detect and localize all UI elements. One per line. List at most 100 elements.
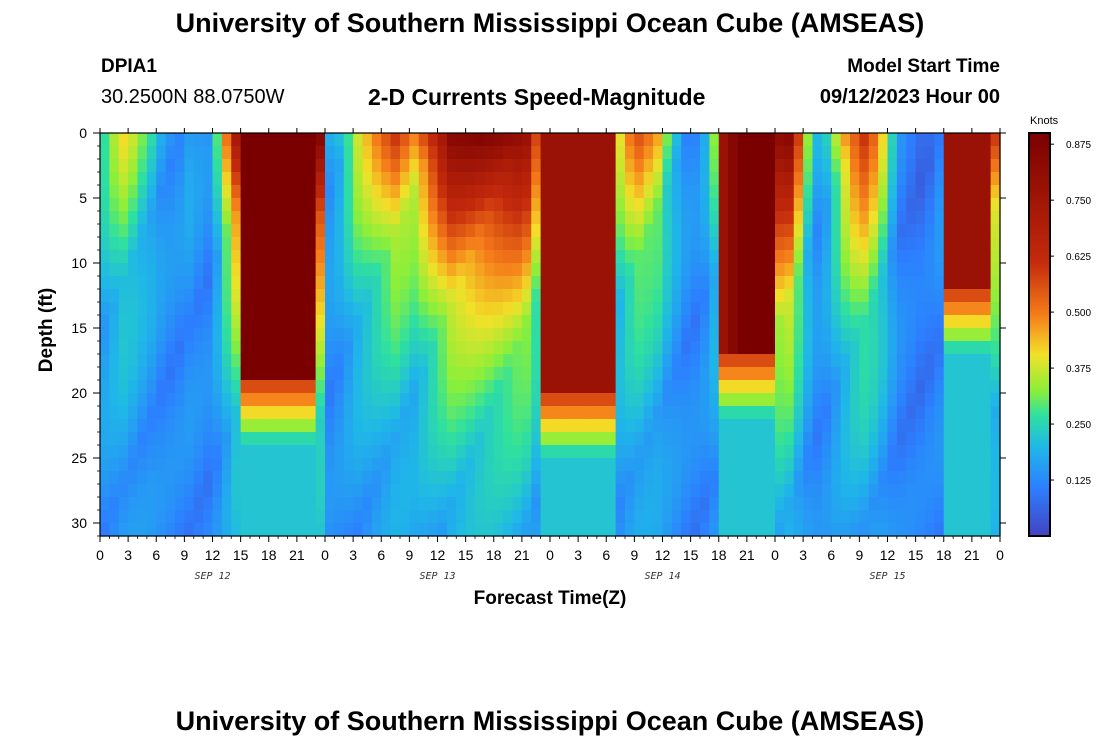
heatmap-cell bbox=[362, 146, 373, 160]
heatmap-cell bbox=[315, 497, 326, 511]
heatmap-cell bbox=[634, 133, 645, 147]
heatmap-cell bbox=[981, 432, 992, 446]
heatmap-cell bbox=[156, 445, 167, 459]
heatmap-cell bbox=[287, 159, 298, 173]
heatmap-cell bbox=[925, 263, 935, 277]
heatmap-cell bbox=[643, 406, 654, 420]
heatmap-cell bbox=[203, 198, 214, 212]
heatmap-cell bbox=[831, 497, 842, 511]
heatmap-cell bbox=[315, 146, 326, 160]
heatmap-cell bbox=[287, 315, 298, 329]
heatmap-cell bbox=[465, 159, 476, 173]
heatmap-cell bbox=[418, 289, 429, 303]
heatmap-cell bbox=[868, 276, 879, 290]
heatmap-cell bbox=[109, 484, 120, 498]
heatmap-cell bbox=[728, 445, 739, 459]
heatmap-cell bbox=[128, 133, 139, 147]
heatmap-cell bbox=[259, 146, 270, 160]
heatmap-cell bbox=[540, 419, 551, 433]
heatmap-cell bbox=[981, 367, 992, 381]
heatmap-cell bbox=[231, 471, 242, 485]
heatmap-cell bbox=[493, 432, 504, 446]
heatmap-cell bbox=[203, 328, 214, 342]
heatmap-cell bbox=[934, 172, 945, 186]
heatmap-cell bbox=[915, 445, 926, 459]
heatmap-cell bbox=[259, 224, 270, 238]
heatmap-cell bbox=[484, 133, 495, 147]
heatmap-cell bbox=[250, 367, 260, 381]
heatmap-cell bbox=[793, 393, 804, 407]
heatmap-cell bbox=[531, 445, 542, 459]
heatmap-cell bbox=[671, 289, 682, 303]
heatmap-cell bbox=[559, 211, 570, 225]
heatmap-cell bbox=[784, 471, 795, 485]
heatmap-cell bbox=[625, 458, 635, 472]
heatmap-cell bbox=[193, 198, 204, 212]
heatmap-cell bbox=[446, 380, 457, 394]
heatmap-cell bbox=[690, 445, 701, 459]
heatmap-cell bbox=[503, 250, 514, 264]
heatmap-cell bbox=[296, 159, 307, 173]
heatmap-cell bbox=[437, 172, 448, 186]
heatmap-cell bbox=[962, 445, 973, 459]
heatmap-cell bbox=[306, 393, 317, 407]
heatmap-cell bbox=[362, 471, 373, 485]
heatmap-cell bbox=[531, 224, 542, 238]
heatmap-cell bbox=[812, 497, 823, 511]
heatmap-cell bbox=[606, 250, 617, 264]
heatmap-cell bbox=[484, 523, 495, 537]
heatmap-cell bbox=[278, 185, 289, 199]
heatmap-cell bbox=[287, 458, 298, 472]
heatmap-cell bbox=[418, 497, 429, 511]
heatmap-cell bbox=[746, 263, 757, 277]
heatmap-cell bbox=[250, 146, 260, 160]
heatmap-cell bbox=[775, 276, 785, 290]
heatmap-cell bbox=[128, 172, 139, 186]
heatmap-cell bbox=[418, 380, 429, 394]
heatmap-cell bbox=[315, 133, 326, 147]
heatmap-cell bbox=[409, 432, 420, 446]
heatmap-cell bbox=[850, 172, 860, 186]
heatmap-cell bbox=[821, 211, 832, 225]
heatmap-cell bbox=[475, 276, 485, 290]
heatmap-cell bbox=[896, 159, 907, 173]
heatmap-cell bbox=[690, 250, 701, 264]
heatmap-cell bbox=[390, 276, 401, 290]
heatmap-cell bbox=[390, 510, 401, 524]
heatmap-cell bbox=[756, 406, 767, 420]
heatmap-cell bbox=[315, 211, 326, 225]
heatmap-cell bbox=[409, 315, 420, 329]
heatmap-cell bbox=[287, 276, 298, 290]
heatmap-cell bbox=[231, 510, 242, 524]
heatmap-cell bbox=[137, 276, 148, 290]
heatmap-cell bbox=[203, 315, 214, 329]
heatmap-cell bbox=[109, 133, 120, 147]
heatmap-cell bbox=[343, 341, 354, 355]
heatmap-cell bbox=[146, 471, 157, 485]
heatmap-cell bbox=[653, 198, 664, 212]
heatmap-cell bbox=[343, 146, 354, 160]
heatmap-cell bbox=[343, 237, 354, 251]
heatmap-cell bbox=[934, 445, 945, 459]
heatmap-cell bbox=[784, 302, 795, 316]
heatmap-cell bbox=[756, 263, 767, 277]
heatmap-cell bbox=[400, 133, 410, 147]
heatmap-cell bbox=[165, 263, 176, 277]
heatmap-cell bbox=[971, 354, 982, 368]
heatmap-cell bbox=[146, 432, 157, 446]
heatmap-cell bbox=[296, 185, 307, 199]
heatmap-cell bbox=[390, 146, 401, 160]
heatmap-cell bbox=[915, 302, 926, 316]
heatmap-cell bbox=[193, 419, 204, 433]
y-tick-label: 5 bbox=[79, 190, 87, 206]
heatmap-cell bbox=[259, 523, 270, 537]
heatmap-cell bbox=[268, 211, 279, 225]
heatmap-cell bbox=[812, 224, 823, 238]
heatmap-cell bbox=[878, 367, 889, 381]
heatmap-cell bbox=[259, 419, 270, 433]
heatmap-cell bbox=[287, 341, 298, 355]
heatmap-cell bbox=[756, 185, 767, 199]
heatmap-cell bbox=[803, 484, 814, 498]
heatmap-cell bbox=[296, 393, 307, 407]
heatmap-cell bbox=[418, 523, 429, 537]
